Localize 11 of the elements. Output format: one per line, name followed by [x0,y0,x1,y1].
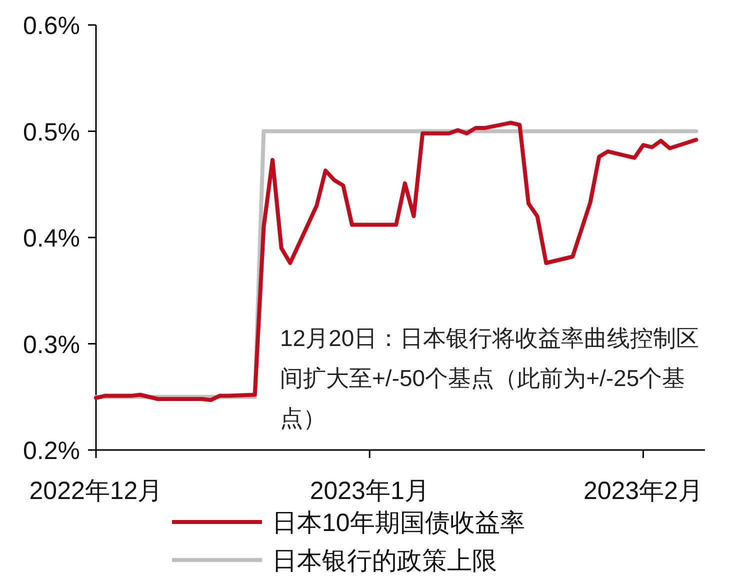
y-tick-label: 0.4% [23,224,80,252]
annotation: 12月20日：日本银行将收益率曲线控制区间扩大至+/-50个基点（此前为+/-25个基点） [280,324,700,433]
y-tick-label: 0.3% [23,330,80,359]
x-tick-label: 2023年1月 [310,477,430,505]
legend-label: 日本银行的政策上限 [272,547,497,575]
x-tick-label: 2022年12月 [29,477,163,505]
legend-label: 日本10年期国债收益率 [272,509,525,537]
y-tick-label: 0.2% [23,437,80,465]
x-tick-label: 2023年2月 [583,477,703,505]
y-tick-label: 0.6% [23,12,80,40]
y-tick-label: 0.5% [23,118,80,146]
